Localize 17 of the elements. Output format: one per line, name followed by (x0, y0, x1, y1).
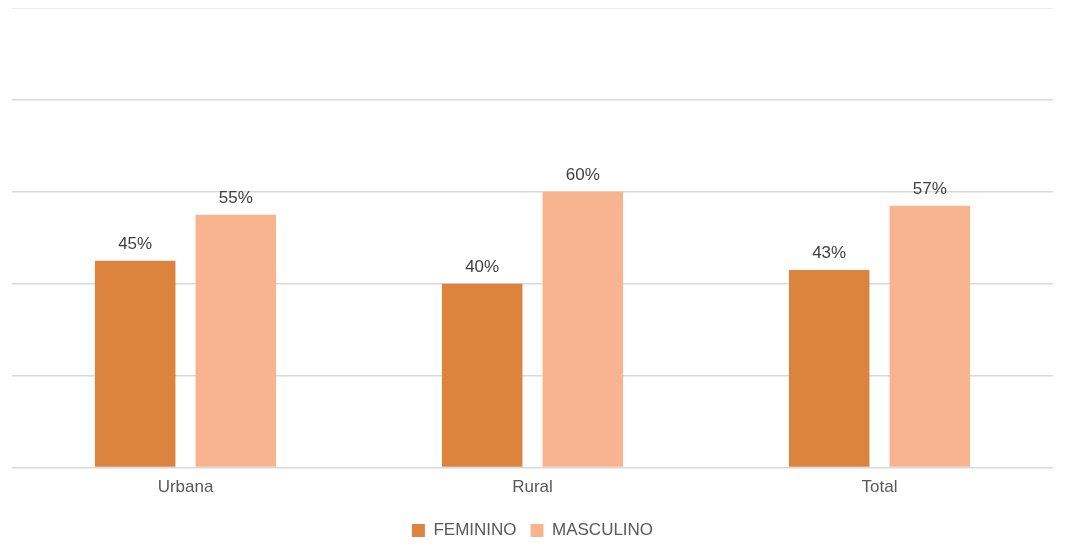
legend-label: MASCULINO (552, 520, 654, 540)
data-label: 40% (465, 256, 500, 276)
bar (542, 191, 624, 467)
data-label: 45% (118, 233, 153, 253)
legend-label: FEMININO (433, 520, 517, 540)
bar (788, 269, 870, 467)
data-label: 55% (218, 188, 253, 208)
x-tick-label: Rural (512, 477, 553, 497)
bar (441, 283, 523, 467)
data-label: 57% (912, 178, 947, 198)
data-label: 43% (812, 243, 847, 263)
x-tick-label: Urbana (157, 477, 214, 497)
bar (889, 205, 971, 467)
bar (94, 260, 176, 467)
x-tick-label: Total (861, 477, 898, 497)
bar (195, 214, 277, 467)
data-label: 60% (565, 165, 600, 185)
